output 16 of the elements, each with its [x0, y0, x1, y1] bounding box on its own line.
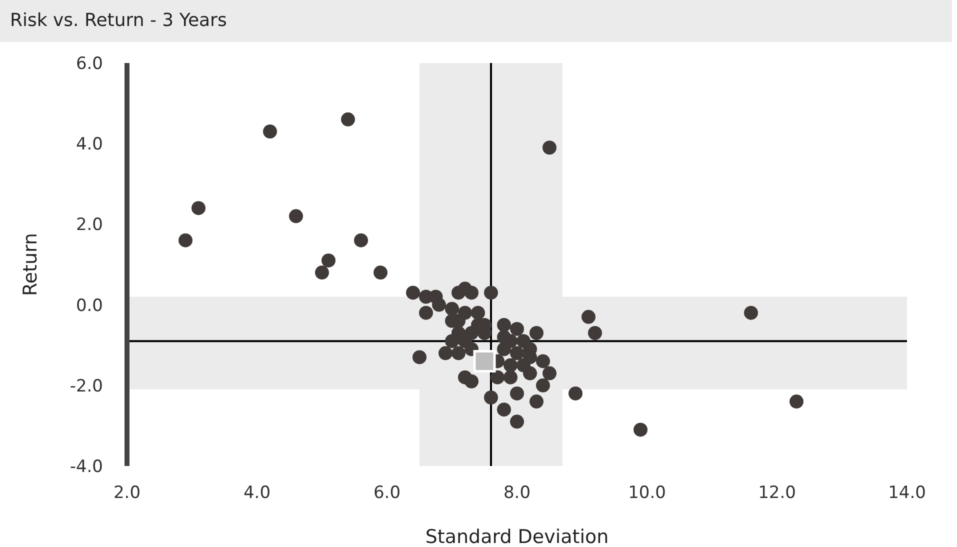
- y-tick-label: 0.0: [76, 296, 103, 316]
- x-tick-label: 10.0: [628, 483, 666, 504]
- y-tick-label: -4.0: [70, 457, 103, 478]
- x-tick-label: 2.0: [113, 483, 141, 504]
- x-tick-label: 12.0: [758, 483, 796, 504]
- x-tick-label: 4.0: [243, 483, 271, 504]
- y-tick-label: -2.0: [70, 376, 103, 396]
- y-tick-label: 2.0: [76, 215, 103, 236]
- x-tick-label: 14.0: [888, 483, 926, 504]
- x-tick-label: 8.0: [503, 483, 531, 504]
- y-tick-label: 6.0: [76, 54, 103, 74]
- x-axis-title: Standard Deviation: [425, 526, 609, 547]
- y-tick-label: 4.0: [76, 134, 103, 155]
- y-axis-title: Return: [20, 232, 42, 296]
- x-tick-label: 6.0: [373, 483, 401, 504]
- chart-title: Risk vs. Return - 3 Years: [0, 0, 952, 42]
